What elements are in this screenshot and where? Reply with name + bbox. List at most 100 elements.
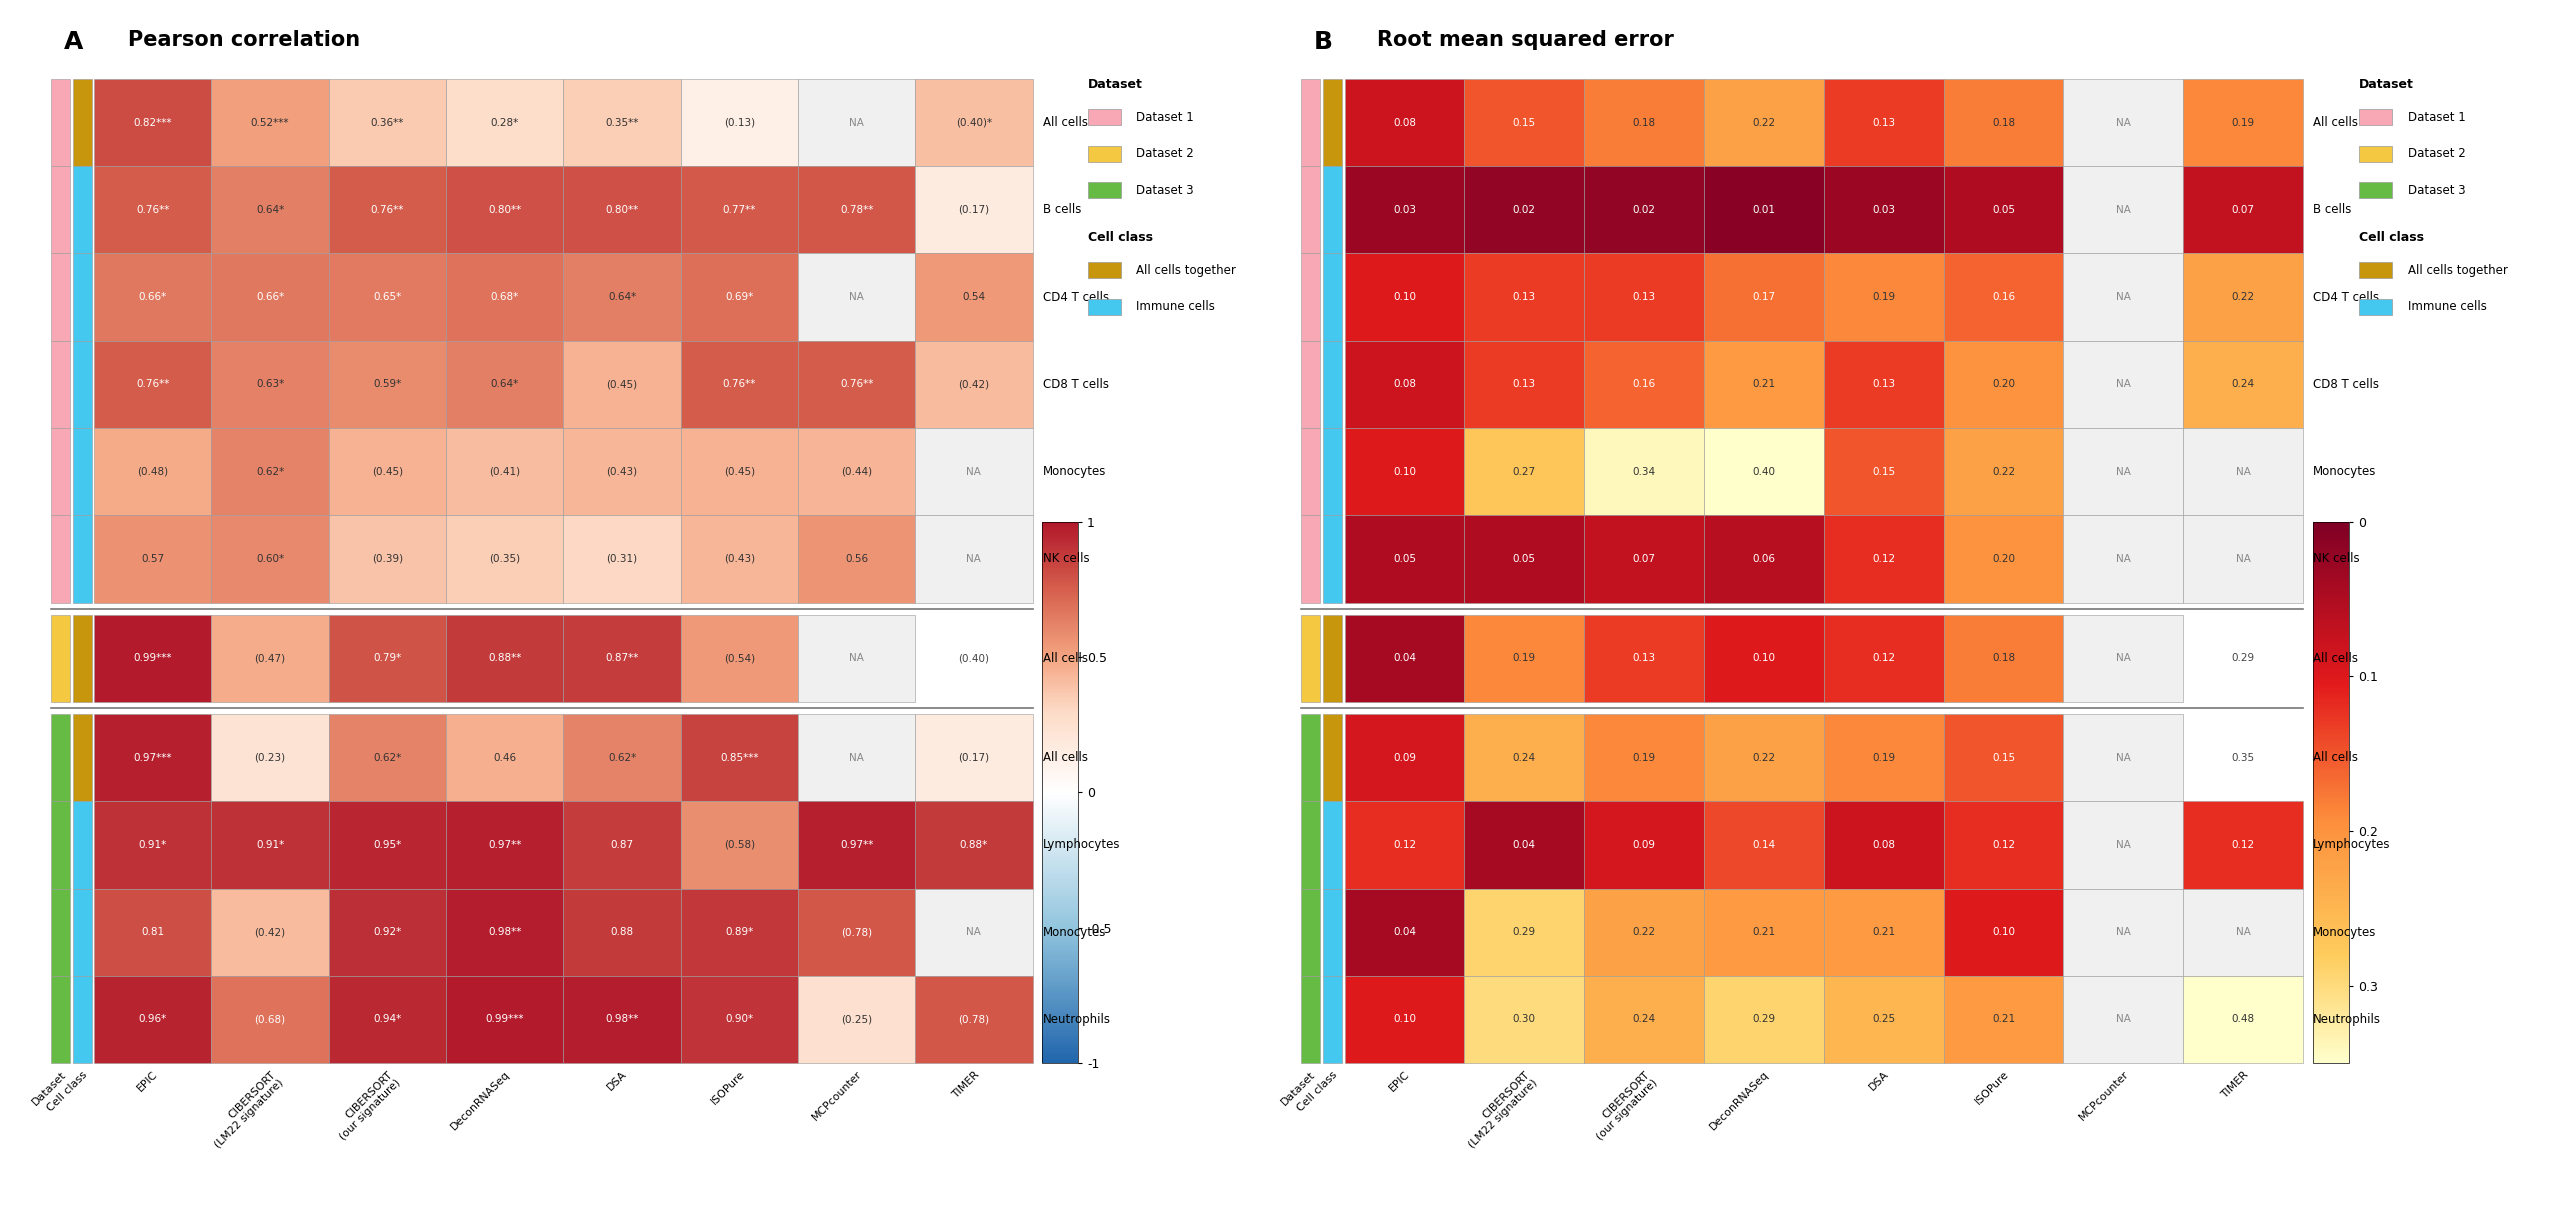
Text: 0.16: 0.16 [1992,292,2015,303]
Text: 0.48: 0.48 [2231,1015,2254,1024]
Text: Monocytes: Monocytes [1043,926,1107,939]
Text: 0.19: 0.19 [1872,753,1895,763]
Text: 0.79*: 0.79* [372,654,400,663]
Text: NA: NA [2116,292,2132,303]
Text: 0.08: 0.08 [1392,379,1415,389]
Text: 0.12: 0.12 [1992,840,2015,850]
Text: (0.23): (0.23) [255,753,286,763]
Text: Dataset: Dataset [31,1069,69,1107]
Text: (0.78): (0.78) [842,927,872,937]
Text: 0.78**: 0.78** [839,205,872,215]
Text: B cells: B cells [1043,203,1081,216]
Text: NA: NA [966,554,982,564]
Text: A: A [64,30,84,55]
Text: MCPcounter: MCPcounter [811,1069,864,1123]
Text: 0.09: 0.09 [1632,840,1655,850]
Text: 0.12: 0.12 [2231,840,2254,850]
Text: All cells: All cells [1043,117,1089,129]
Text: (0.31): (0.31) [607,554,638,564]
Text: All cells together: All cells together [2407,264,2507,277]
Text: 0.77**: 0.77** [722,205,755,215]
Text: NK cells: NK cells [2313,553,2359,565]
Text: DSA: DSA [1867,1069,1890,1092]
Text: NA: NA [2236,554,2252,564]
Text: 0.91*: 0.91* [138,840,166,850]
Text: NA: NA [849,753,864,763]
Text: 0.90*: 0.90* [724,1015,752,1024]
Text: 0.03: 0.03 [1392,205,1415,215]
Text: 0.27: 0.27 [1512,467,1535,476]
Text: 0.29: 0.29 [2231,654,2254,663]
Text: 0.05: 0.05 [1392,554,1415,564]
Text: NA: NA [2116,467,2132,476]
Text: NA: NA [2116,205,2132,215]
Text: 0.22: 0.22 [1752,118,1775,128]
Text: 0.88: 0.88 [609,927,632,937]
Text: (0.45): (0.45) [607,379,638,389]
Text: 0.06: 0.06 [1752,554,1775,564]
Text: NA: NA [2116,654,2132,663]
Text: 0.88*: 0.88* [959,840,987,850]
Text: 0.28*: 0.28* [490,118,518,128]
Text: Dataset 1: Dataset 1 [2407,111,2466,124]
Text: (0.13): (0.13) [724,118,755,128]
Text: 0.07: 0.07 [1632,554,1655,564]
Text: (0.17): (0.17) [959,753,989,763]
Text: 0.62*: 0.62* [607,753,635,763]
Text: 0.97**: 0.97** [839,840,872,850]
Text: Neutrophils: Neutrophils [1043,1013,1112,1025]
Text: 0.59*: 0.59* [372,379,400,389]
Text: 0.40: 0.40 [1752,467,1775,476]
Text: (0.40): (0.40) [959,654,989,663]
Text: 0.98**: 0.98** [487,927,520,937]
Text: 0.18: 0.18 [1992,654,2015,663]
Text: NA: NA [849,292,864,303]
Text: NA: NA [2116,840,2132,850]
Text: Dataset 1: Dataset 1 [1137,111,1193,124]
Text: 0.19: 0.19 [2231,118,2254,128]
Text: 0.36**: 0.36** [370,118,403,128]
Text: 0.64*: 0.64* [255,205,283,215]
Text: 0.22: 0.22 [1632,927,1655,937]
Text: ISOPure: ISOPure [1974,1069,2009,1107]
Text: B: B [1313,30,1331,55]
Text: 0.57: 0.57 [140,554,163,564]
Text: (0.17): (0.17) [959,205,989,215]
Text: 0.14: 0.14 [1752,840,1775,850]
Text: (0.42): (0.42) [255,927,286,937]
Text: 0.09: 0.09 [1392,753,1415,763]
Text: 0.69*: 0.69* [724,292,752,303]
Text: NA: NA [2236,467,2252,476]
Text: 0.29: 0.29 [1752,1015,1775,1024]
Text: NA: NA [2116,1015,2132,1024]
Text: CIBERSORT
(our signature): CIBERSORT (our signature) [1586,1069,1660,1142]
Text: CIBERSORT
(our signature): CIBERSORT (our signature) [329,1069,403,1142]
Text: Monocytes: Monocytes [2313,465,2377,479]
Text: 0.13: 0.13 [1872,118,1895,128]
Text: 0.52***: 0.52*** [250,118,288,128]
Text: 0.16: 0.16 [1632,379,1655,389]
Text: (0.68): (0.68) [255,1015,286,1024]
Text: MCPcounter: MCPcounter [2076,1069,2129,1123]
Text: 0.76**: 0.76** [370,205,403,215]
Text: Cell class: Cell class [1089,231,1153,244]
Text: 0.85***: 0.85*** [719,753,757,763]
Text: 0.46: 0.46 [492,753,515,763]
Text: 0.12: 0.12 [1392,840,1415,850]
Text: Cell class: Cell class [2359,231,2425,244]
Text: 0.15: 0.15 [1512,118,1535,128]
Text: All cells: All cells [2313,751,2359,764]
Text: 0.20: 0.20 [1992,554,2015,564]
Text: TIMER: TIMER [951,1069,982,1100]
Text: All cells together: All cells together [1137,264,1237,277]
Text: (0.42): (0.42) [959,379,989,389]
Text: 0.13: 0.13 [1512,379,1535,389]
Text: (0.45): (0.45) [724,467,755,476]
Text: 0.62*: 0.62* [372,753,400,763]
Text: CIBERSORT
(LM22 signature): CIBERSORT (LM22 signature) [204,1069,286,1149]
Text: Dataset: Dataset [2359,78,2415,91]
Text: Cell class: Cell class [1295,1069,1339,1113]
Text: NA: NA [2236,927,2252,937]
Text: 0.64*: 0.64* [607,292,635,303]
Text: 0.04: 0.04 [1392,654,1415,663]
